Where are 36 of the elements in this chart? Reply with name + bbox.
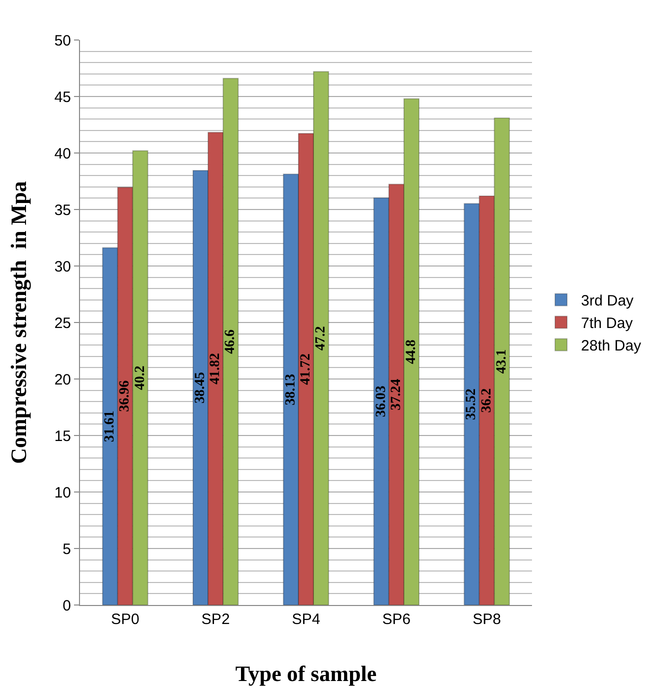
x-axis-title: Type of sample [235, 661, 377, 686]
y-tick-label: 25 [54, 314, 71, 332]
data-label: 38.45 [193, 372, 208, 404]
y-tick-label: 5 [62, 540, 71, 558]
y-tick-label: 15 [54, 428, 71, 445]
data-label: 36.96 [118, 380, 133, 412]
data-label: 36.2 [479, 388, 494, 413]
data-label: 44.8 [404, 340, 419, 364]
data-label: 41.72 [298, 354, 314, 386]
x-tick-label: SP8 [472, 611, 501, 628]
data-label: 43.1 [494, 349, 510, 374]
data-label: 47.2 [314, 326, 329, 351]
y-tick-label: 20 [54, 371, 71, 388]
x-tick-label: SP4 [292, 611, 320, 628]
data-label: 41.82 [208, 352, 224, 384]
x-tick-label: SP6 [382, 611, 411, 628]
y-tick-label: 50 [54, 32, 71, 50]
x-tick-label: SP0 [111, 611, 140, 628]
y-tick-label: 0 [62, 597, 71, 614]
data-label: 36.03 [374, 386, 389, 418]
data-label: 35.52 [464, 388, 480, 420]
x-tick-label: SP2 [201, 611, 230, 628]
y-tick-label: 30 [54, 258, 71, 276]
data-label: 38.13 [283, 374, 298, 406]
y-tick-label: 45 [54, 88, 71, 106]
y-tick-label: 10 [54, 484, 71, 502]
y-tick-label: 35 [54, 202, 71, 219]
legend-label: 3rd Day [581, 292, 634, 310]
y-tick-label: 40 [54, 145, 71, 162]
legend-label: 7th Day [581, 315, 634, 332]
data-label: 31.61 [102, 410, 118, 442]
data-label: 46.6 [223, 329, 238, 354]
legend-label: 28th Day [581, 338, 642, 355]
y-axis-title: Compressive strength in Mpa [6, 181, 31, 464]
data-label: 37.24 [388, 378, 404, 410]
data-label: 40.2 [132, 366, 148, 390]
